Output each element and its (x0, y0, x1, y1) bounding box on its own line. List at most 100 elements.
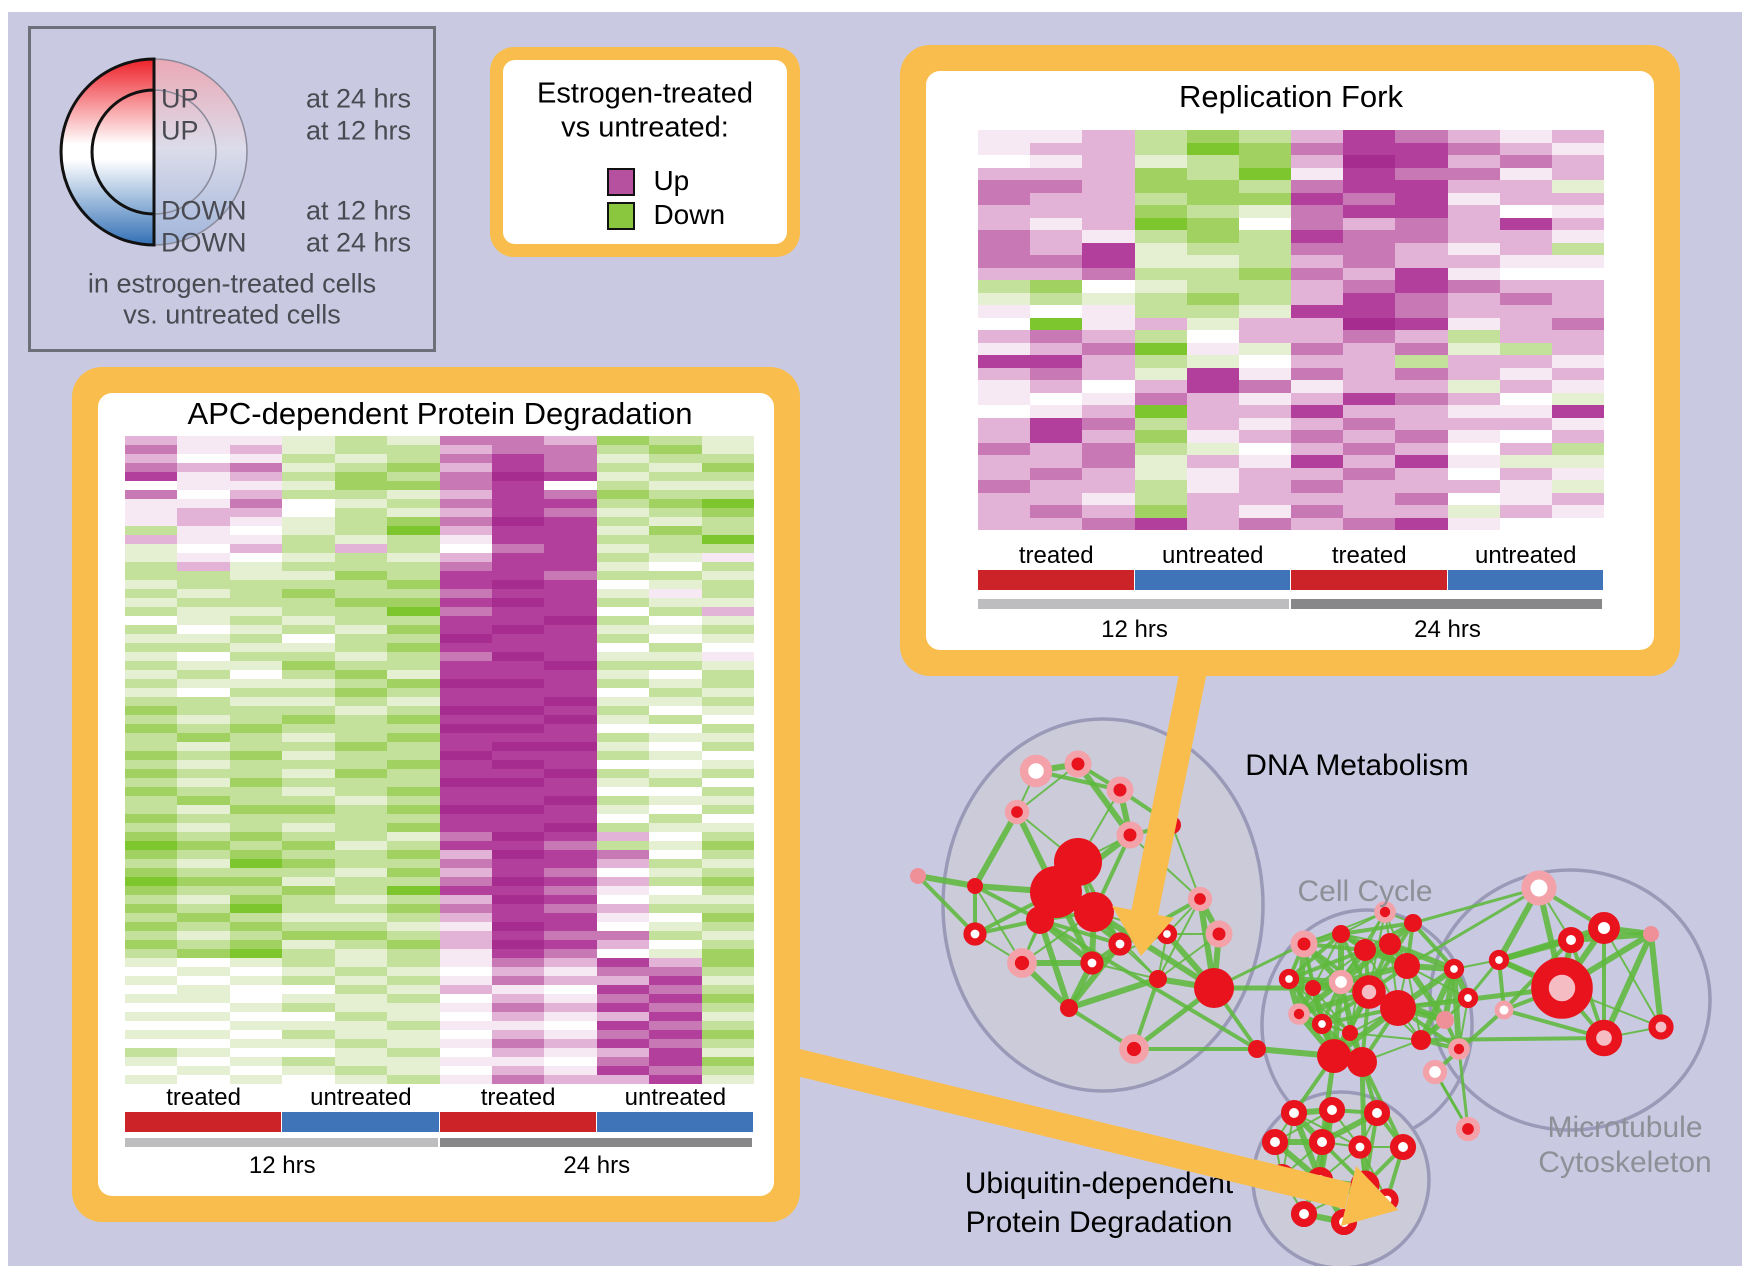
gene-node (1149, 970, 1167, 988)
heatmap-cell (649, 805, 702, 814)
heatmap-cell (334, 859, 388, 868)
apc-heatmap (125, 436, 754, 1084)
heatmap-cell (282, 562, 335, 571)
heatmap-cell (439, 931, 492, 940)
heatmap-cell (1447, 392, 1500, 405)
heatmap-cell (282, 526, 335, 535)
heatmap-cell (334, 670, 388, 679)
heatmap-cell (544, 634, 597, 643)
heatmap-cell (544, 922, 597, 931)
heatmap-cell (177, 571, 230, 580)
heatmap-cell (649, 607, 702, 616)
heatmap-cell (1447, 217, 1500, 230)
heatmap-cell (1343, 417, 1396, 430)
heatmap-cell (701, 616, 754, 625)
heatmap-cell (387, 787, 440, 796)
heatmap-cell (596, 1003, 650, 1012)
heatmap-cell (334, 544, 388, 553)
heatmap-cell (978, 280, 1031, 293)
heatmap-cell (491, 895, 545, 904)
heatmap-cell (125, 1039, 178, 1048)
heatmap-cell (649, 895, 702, 904)
heatmap-cell (1499, 505, 1552, 518)
fold-direction-label: DOWN (161, 195, 247, 226)
heatmap-cell (1030, 267, 1083, 280)
heatmap-cell (1447, 455, 1500, 468)
heatmap-cell (701, 562, 754, 571)
heatmap-cell (1551, 130, 1604, 143)
heatmap-cell (1030, 130, 1083, 143)
heatmap-cell (125, 778, 178, 787)
heatmap-cell (1499, 155, 1552, 168)
heatmap-cell (596, 517, 650, 526)
heatmap-cell (439, 670, 492, 679)
heatmap-cell (544, 850, 597, 859)
heatmap-cell (1030, 505, 1083, 518)
heatmap-cell (1082, 492, 1135, 505)
heatmap-cell (978, 355, 1031, 368)
heatmap-cell (491, 724, 545, 733)
heatmap-cell (1343, 380, 1396, 393)
heatmap-cell (439, 1048, 492, 1057)
gene-node (1436, 1011, 1454, 1029)
heatmap-cell (334, 931, 388, 940)
heatmap-cell (1134, 130, 1187, 143)
heatmap-cell (1134, 230, 1187, 243)
heatmap-cell (491, 499, 545, 508)
gene-node (1290, 930, 1318, 958)
heatmap-cell (1395, 142, 1448, 155)
heatmap-cell (282, 859, 335, 868)
heatmap-cell (334, 454, 388, 463)
heatmap-cell (1238, 342, 1291, 355)
heatmap-cell (1551, 517, 1604, 530)
heatmap-cell (439, 688, 492, 697)
heatmap-cell (491, 904, 545, 913)
heatmap-cell (1551, 442, 1604, 455)
heatmap-cell (1395, 342, 1448, 355)
heatmap-cell (125, 436, 178, 445)
time-bar (439, 1138, 752, 1147)
heatmap-cell (649, 490, 702, 499)
heatmap-cell (491, 526, 545, 535)
heatmap-cell (701, 571, 754, 580)
heatmap-cell (1447, 330, 1500, 343)
heatmap-cell (649, 751, 702, 760)
heatmap-cell (439, 715, 492, 724)
heatmap-cell (544, 1039, 597, 1048)
heatmap-cell (1186, 492, 1239, 505)
heatmap-cell (649, 508, 702, 517)
heatmap-cell (1186, 280, 1239, 293)
heatmap-cell (544, 661, 597, 670)
heatmap-cell (334, 508, 388, 517)
heatmap-cell (649, 760, 702, 769)
heatmap-cell (596, 922, 650, 931)
heatmap-cell (125, 463, 178, 472)
heatmap-cell (1291, 305, 1344, 318)
gene-node (1521, 870, 1557, 906)
heatmap-cell (177, 517, 230, 526)
heatmap-cell (125, 688, 178, 697)
heatmap-cell (1082, 217, 1135, 230)
heatmap-cell (649, 796, 702, 805)
heatmap-cell (544, 769, 597, 778)
heatmap-cell (334, 904, 388, 913)
heatmap-cell (978, 317, 1031, 330)
heatmap-cell (649, 958, 702, 967)
heatmap-cell (282, 616, 335, 625)
heatmap-cell (1395, 442, 1448, 455)
heatmap-cell (596, 562, 650, 571)
heatmap-cell (282, 490, 335, 499)
heatmap-cell (334, 742, 388, 751)
fold-time-label: at 24 hrs (305, 83, 411, 114)
heatmap-cell (978, 492, 1031, 505)
heatmap-cell (701, 841, 754, 850)
heatmap-cell (125, 571, 178, 580)
heatmap-cell (125, 742, 178, 751)
heatmap-cell (1186, 330, 1239, 343)
gene-node (1394, 953, 1420, 979)
heatmap-cell (596, 913, 650, 922)
cluster-label: DNA Metabolism (1245, 749, 1469, 782)
heatmap-cell (701, 643, 754, 652)
heatmap-cell (701, 688, 754, 697)
gene-node (1305, 980, 1321, 996)
